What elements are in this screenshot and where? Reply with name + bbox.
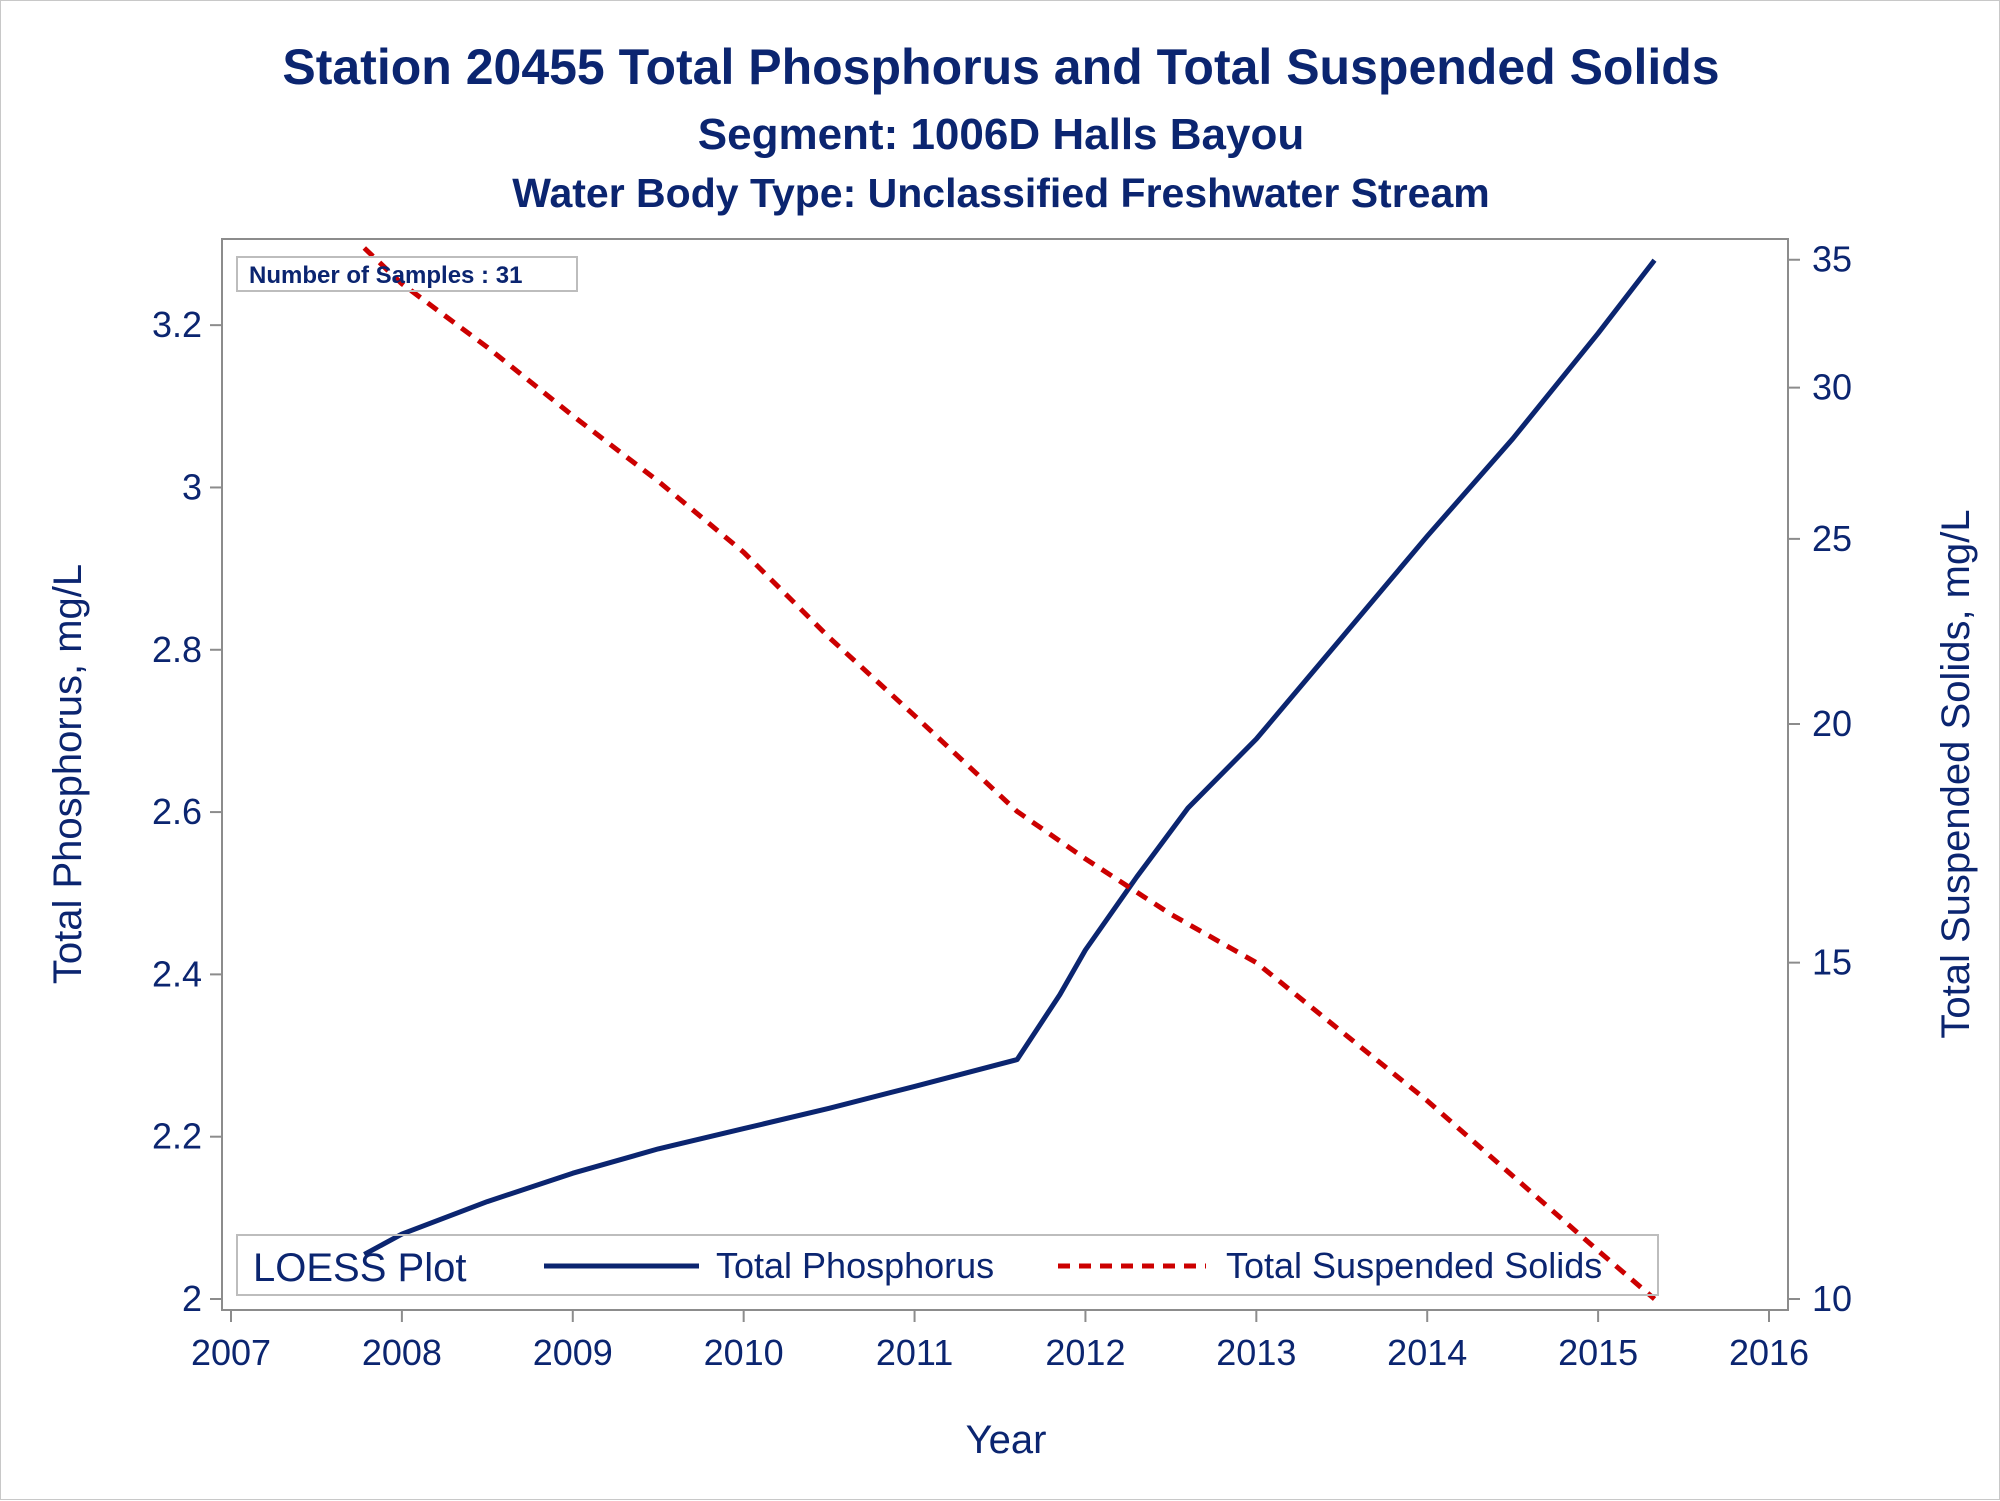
- y2-tick-label: 30: [1812, 367, 1852, 408]
- x-tick-label: 2010: [704, 1332, 784, 1373]
- y-tick-label: 3.2: [152, 304, 202, 345]
- y-axis-right: 10 15 20 25 30 35: [1788, 239, 1852, 1319]
- y-tick-label: 2: [182, 1278, 202, 1319]
- series-line-total-suspended-solids: [362, 246, 1657, 1301]
- legend-box: [236, 1234, 1659, 1296]
- x-tick-label: 2016: [1729, 1332, 1809, 1373]
- legend-title: LOESS Plot: [253, 1246, 466, 1290]
- legend-entry-total-phosphorus: Total Phosphorus: [716, 1245, 994, 1286]
- sample-count-box: [236, 256, 578, 292]
- y2-tick-label: 15: [1812, 942, 1852, 983]
- x-tick-label: 2008: [362, 1332, 442, 1373]
- x-tick-label: 2011: [876, 1332, 953, 1373]
- y-tick-label: 2.8: [152, 629, 202, 670]
- y-tick-label: 2.2: [152, 1116, 202, 1157]
- sample-count-text: Number of Samples : 31: [249, 262, 522, 289]
- x-tick-label: 2009: [533, 1332, 613, 1373]
- x-axis-label: Year: [966, 1418, 1047, 1462]
- y2-tick-label: 10: [1812, 1278, 1852, 1319]
- x-tick-label: 2015: [1558, 1332, 1638, 1373]
- x-tick-label: 2012: [1045, 1332, 1125, 1373]
- y2-axis-label: Total Suspended Solids, mg/L: [1934, 509, 1978, 1038]
- series-line-total-phosphorus: [363, 258, 1657, 1257]
- sample-count-inset: Number of Samples : 31: [236, 256, 578, 292]
- y2-tick-label: 25: [1812, 518, 1852, 559]
- y2-tick-label: 35: [1812, 239, 1852, 280]
- x-tick-label: 2014: [1387, 1332, 1467, 1373]
- chart-title: Station 20455 Total Phosphorus and Total…: [282, 39, 1719, 95]
- x-tick-label: 2013: [1216, 1332, 1296, 1373]
- y-axis-left: 2 2.2 2.4 2.6 2.8 3 3.2: [152, 304, 222, 1319]
- x-axis: 2007 2008 2009 2010 2011 2012 2013 2014 2015 2016: [191, 1310, 1809, 1373]
- y-tick-label: 2.6: [152, 791, 202, 832]
- series-layer: [362, 246, 1657, 1301]
- x-tick-label: 2007: [191, 1332, 271, 1373]
- y-tick-label: 2.4: [152, 953, 202, 994]
- legend: LOESS Plot Total Phosphorus Total Suspen…: [236, 1234, 1659, 1296]
- y-tick-label: 3: [182, 466, 202, 507]
- chart-subtitle: Segment: 1006D Halls Bayou: [698, 110, 1304, 159]
- y-axis-label: Total Phosphorus, mg/L: [46, 564, 90, 984]
- y2-tick-label: 20: [1812, 703, 1852, 744]
- chart-subtitle-2: Water Body Type: Unclassified Freshwater…: [512, 170, 1489, 216]
- plot-area: [221, 238, 1789, 1311]
- legend-entry-total-suspended-solids: Total Suspended Solids: [1226, 1245, 1602, 1286]
